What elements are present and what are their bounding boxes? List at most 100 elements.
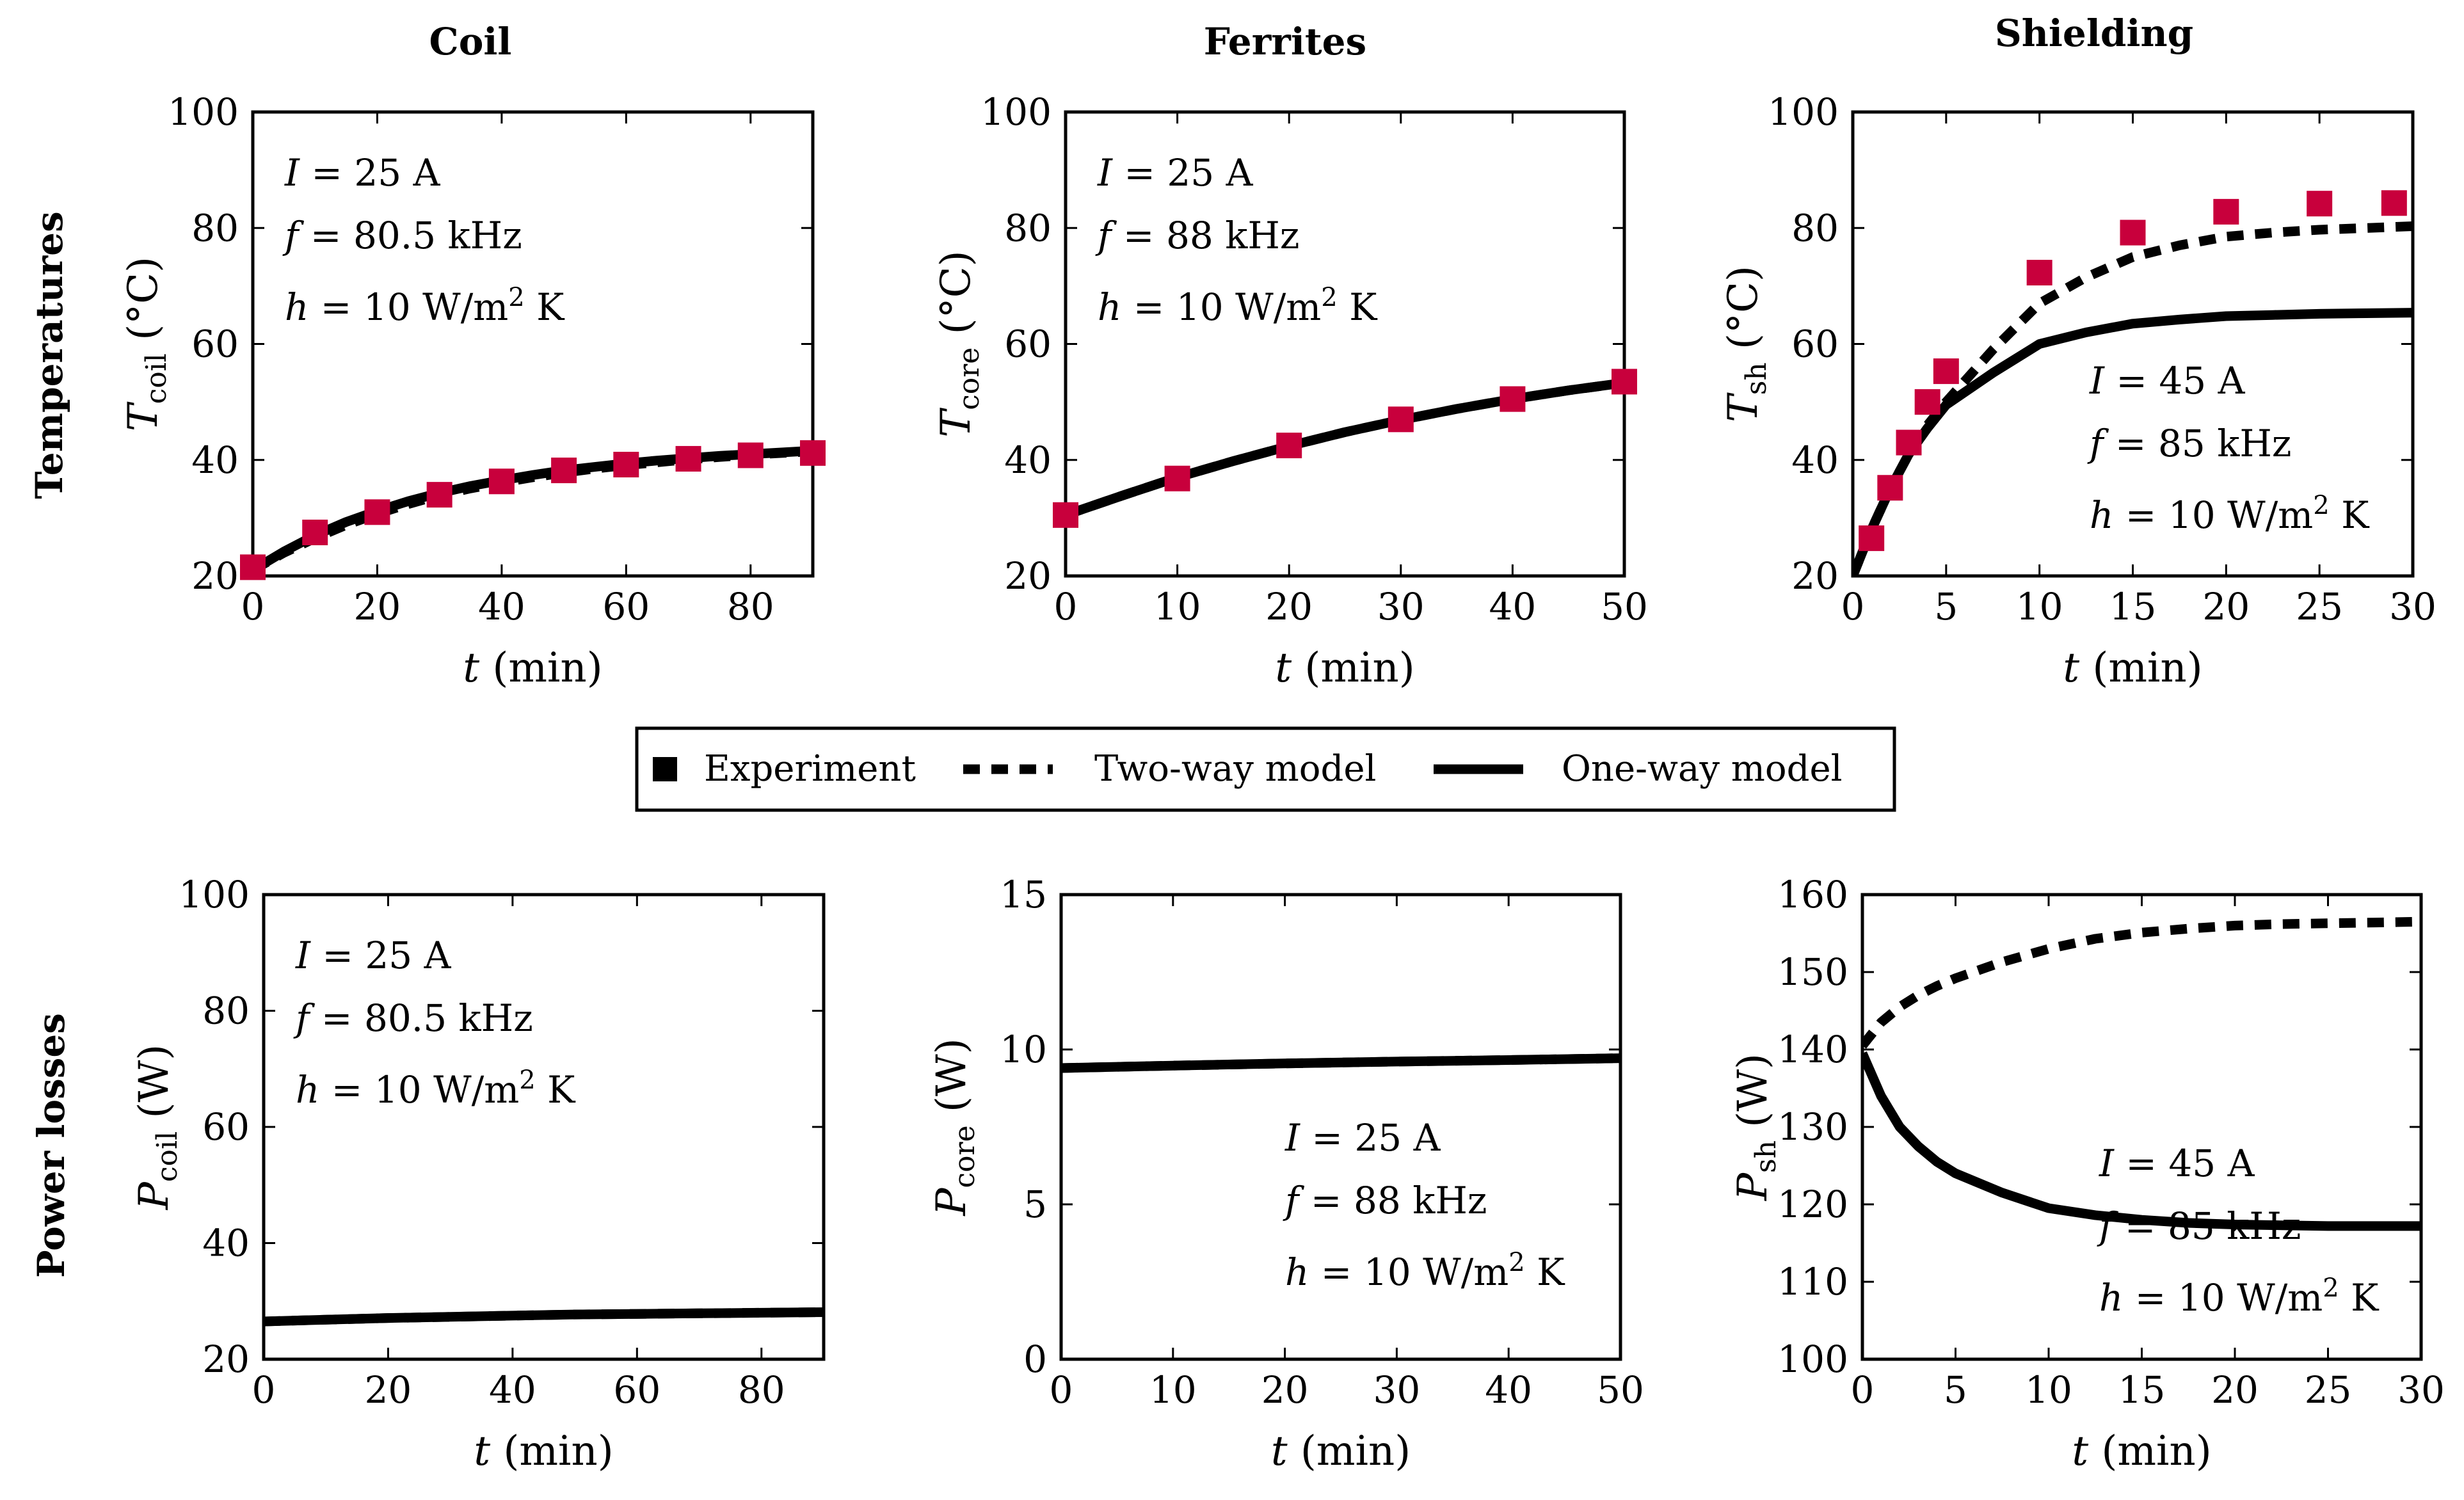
x-tick-label: 25 bbox=[2305, 1368, 2352, 1412]
legend-one-way-label: One-way model bbox=[1562, 748, 1843, 790]
x-axis-label: t (min) bbox=[474, 1428, 613, 1475]
one-way-model-line bbox=[1061, 1053, 1620, 1073]
experiment-point bbox=[2213, 198, 2239, 225]
x-tick-label: 10 bbox=[1149, 1368, 1197, 1412]
y-tick-label: 100 bbox=[1768, 90, 1839, 134]
x-tick-label: 10 bbox=[1154, 585, 1201, 628]
y-tick-label: 100 bbox=[980, 90, 1052, 134]
y-tick-label: 110 bbox=[1777, 1260, 1848, 1304]
y-tick-label: 0 bbox=[1023, 1337, 1047, 1381]
x-tick-label: 80 bbox=[738, 1368, 785, 1412]
row-title-power-losses: Power losses bbox=[29, 1013, 73, 1278]
experiment-point bbox=[613, 452, 639, 477]
annotation-line: I = 25 A bbox=[284, 151, 441, 195]
y-axis-label: Tsh (°C) bbox=[1720, 266, 1773, 422]
column-title-coil: Coil bbox=[429, 20, 512, 63]
two-way-model-line bbox=[1862, 916, 2421, 1049]
legend: Experiment Two-way model One-way model bbox=[635, 726, 1896, 812]
y-tick-label: 15 bbox=[1000, 873, 1047, 916]
annotation-line: f = 80.5 kHz bbox=[282, 214, 522, 257]
experiment-point bbox=[1276, 433, 1302, 459]
y-tick-label: 80 bbox=[1004, 206, 1052, 250]
one-way-model-line bbox=[253, 445, 813, 575]
x-tick-label: 20 bbox=[354, 585, 401, 628]
x-axis-label: t (min) bbox=[1271, 1428, 1411, 1475]
y-axis-label: Pcore (W) bbox=[928, 1038, 981, 1216]
y-tick-label: 40 bbox=[191, 438, 239, 482]
annotation-line: I = 25 A bbox=[1284, 1116, 1441, 1160]
annotation-line: I = 25 A bbox=[295, 934, 452, 977]
annotation-line: h = 10 W/m2 K bbox=[1285, 1248, 1565, 1294]
two-way-model-line bbox=[1066, 378, 1624, 520]
annotation-line: f = 88 kHz bbox=[1283, 1179, 1487, 1222]
experiment-point bbox=[302, 520, 328, 546]
annotation-line: h = 10 W/m2 K bbox=[296, 1065, 576, 1112]
two-way-model-line bbox=[253, 446, 813, 575]
experiment-point bbox=[737, 442, 764, 468]
y-tick-label: 100 bbox=[179, 873, 250, 916]
y-tick-label: 40 bbox=[1004, 438, 1052, 482]
experiment-point bbox=[1053, 502, 1078, 528]
annotation-line: f = 85 kHz bbox=[2087, 422, 2291, 465]
x-tick-label: 20 bbox=[365, 1368, 412, 1412]
experiment-point bbox=[1859, 525, 1885, 552]
experiment-point bbox=[1500, 386, 1526, 412]
experiment-point bbox=[488, 468, 515, 495]
y-tick-label: 20 bbox=[1791, 554, 1839, 598]
experiment-point bbox=[1933, 358, 1959, 385]
experiment-point bbox=[2307, 191, 2333, 217]
one-way-model-line bbox=[1853, 308, 2413, 576]
y-tick-label: 40 bbox=[202, 1222, 250, 1265]
x-axis-label: t (min) bbox=[463, 644, 602, 692]
y-axis-label: Psh (W) bbox=[1729, 1053, 1782, 1201]
x-tick-label: 10 bbox=[2025, 1368, 2072, 1412]
x-tick-label: 20 bbox=[2202, 585, 2250, 628]
x-tick-label: 20 bbox=[1261, 1368, 1309, 1412]
experiment-point bbox=[364, 499, 390, 525]
chart-temp-sh: 0 5 10 15 20 25 30 20 40 60 80 100 t (min) Tsh (°C) I … bbox=[1720, 90, 2436, 692]
experiment-point bbox=[675, 445, 701, 472]
experiment-point bbox=[1388, 406, 1414, 433]
annotation-line: f = 88 kHz bbox=[1095, 214, 1299, 257]
x-tick-label: 10 bbox=[2016, 585, 2063, 628]
x-tick-label: 50 bbox=[1597, 1368, 1644, 1412]
x-tick-label: 5 bbox=[1934, 585, 1958, 628]
experiment-point bbox=[426, 482, 452, 508]
y-tick-label: 150 bbox=[1777, 950, 1848, 994]
y-tick-label: 20 bbox=[202, 1337, 250, 1381]
chart-temp-core: 0 10 20 30 40 50 20 40 60 80 100 t (min) Tcore (°C) I… bbox=[932, 90, 1648, 692]
x-tick-label: 0 bbox=[1841, 585, 1865, 628]
annotation-line: h = 10 W/m2 K bbox=[2090, 491, 2370, 537]
x-tick-label: 50 bbox=[1601, 585, 1648, 628]
x-tick-label: 40 bbox=[489, 1368, 536, 1412]
y-tick-label: 20 bbox=[1004, 554, 1052, 598]
one-way-model-line bbox=[1862, 1051, 2421, 1231]
x-tick-label: 80 bbox=[727, 585, 774, 628]
x-tick-label: 15 bbox=[2109, 585, 2157, 628]
x-tick-label: 5 bbox=[1944, 1368, 1967, 1412]
chart-loss-core: 0 10 20 30 40 50 0 5 10 15 t (min) Pcore (W) I = 25 … bbox=[928, 873, 1644, 1475]
y-axis-label: Tcore (°C) bbox=[932, 250, 986, 437]
experiment-point bbox=[2026, 260, 2052, 286]
chart-loss-sh: 0 5 10 15 20 25 30 100 110 120 130 140 150 160 t (min)… bbox=[1729, 873, 2445, 1475]
column-title-shielding: Shielding bbox=[1995, 12, 2193, 55]
x-tick-label: 20 bbox=[1265, 585, 1313, 628]
experiment-point bbox=[1612, 369, 1637, 395]
legend-two-way-label: Two-way model bbox=[1094, 748, 1376, 790]
x-tick-label: 40 bbox=[1489, 585, 1536, 628]
y-tick-label: 60 bbox=[1004, 323, 1052, 366]
experiment-point bbox=[2381, 190, 2407, 216]
legend-frame bbox=[635, 726, 1896, 812]
x-axis-label: t (min) bbox=[2072, 1428, 2211, 1475]
annotation-line: I = 45 A bbox=[2089, 359, 2246, 403]
y-tick-label: 100 bbox=[168, 90, 239, 134]
x-tick-label: 40 bbox=[478, 585, 525, 628]
x-tick-label: 30 bbox=[1377, 585, 1425, 628]
row-title-temperatures: Temperatures bbox=[28, 211, 71, 499]
one-way-model-line bbox=[264, 1307, 824, 1327]
x-tick-label: 15 bbox=[2118, 1368, 2166, 1412]
x-tick-label: 0 bbox=[1851, 1368, 1875, 1412]
